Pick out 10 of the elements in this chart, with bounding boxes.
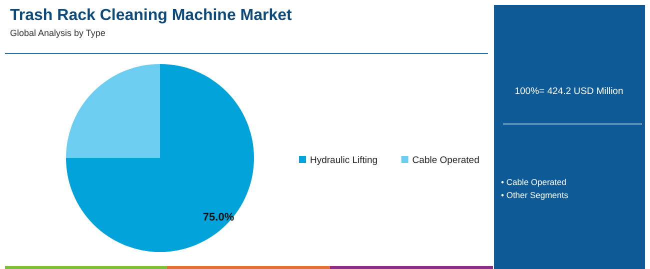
chart-subtitle: Global Analysis by Type: [10, 28, 106, 38]
chart-title: Trash Rack Cleaning Machine Market: [10, 7, 293, 24]
text: • Cable Operated: [501, 177, 567, 187]
text: • Other Segments: [501, 190, 568, 200]
legend-label: Cable Operated: [412, 155, 480, 166]
pie-slice: [66, 64, 160, 158]
data-label: 75.0%: [202, 212, 234, 224]
legend-label: Hydraulic Lifting: [310, 155, 378, 166]
pie-slice: [66, 64, 254, 252]
text: 100%= 424.2 USD Million: [514, 86, 624, 97]
